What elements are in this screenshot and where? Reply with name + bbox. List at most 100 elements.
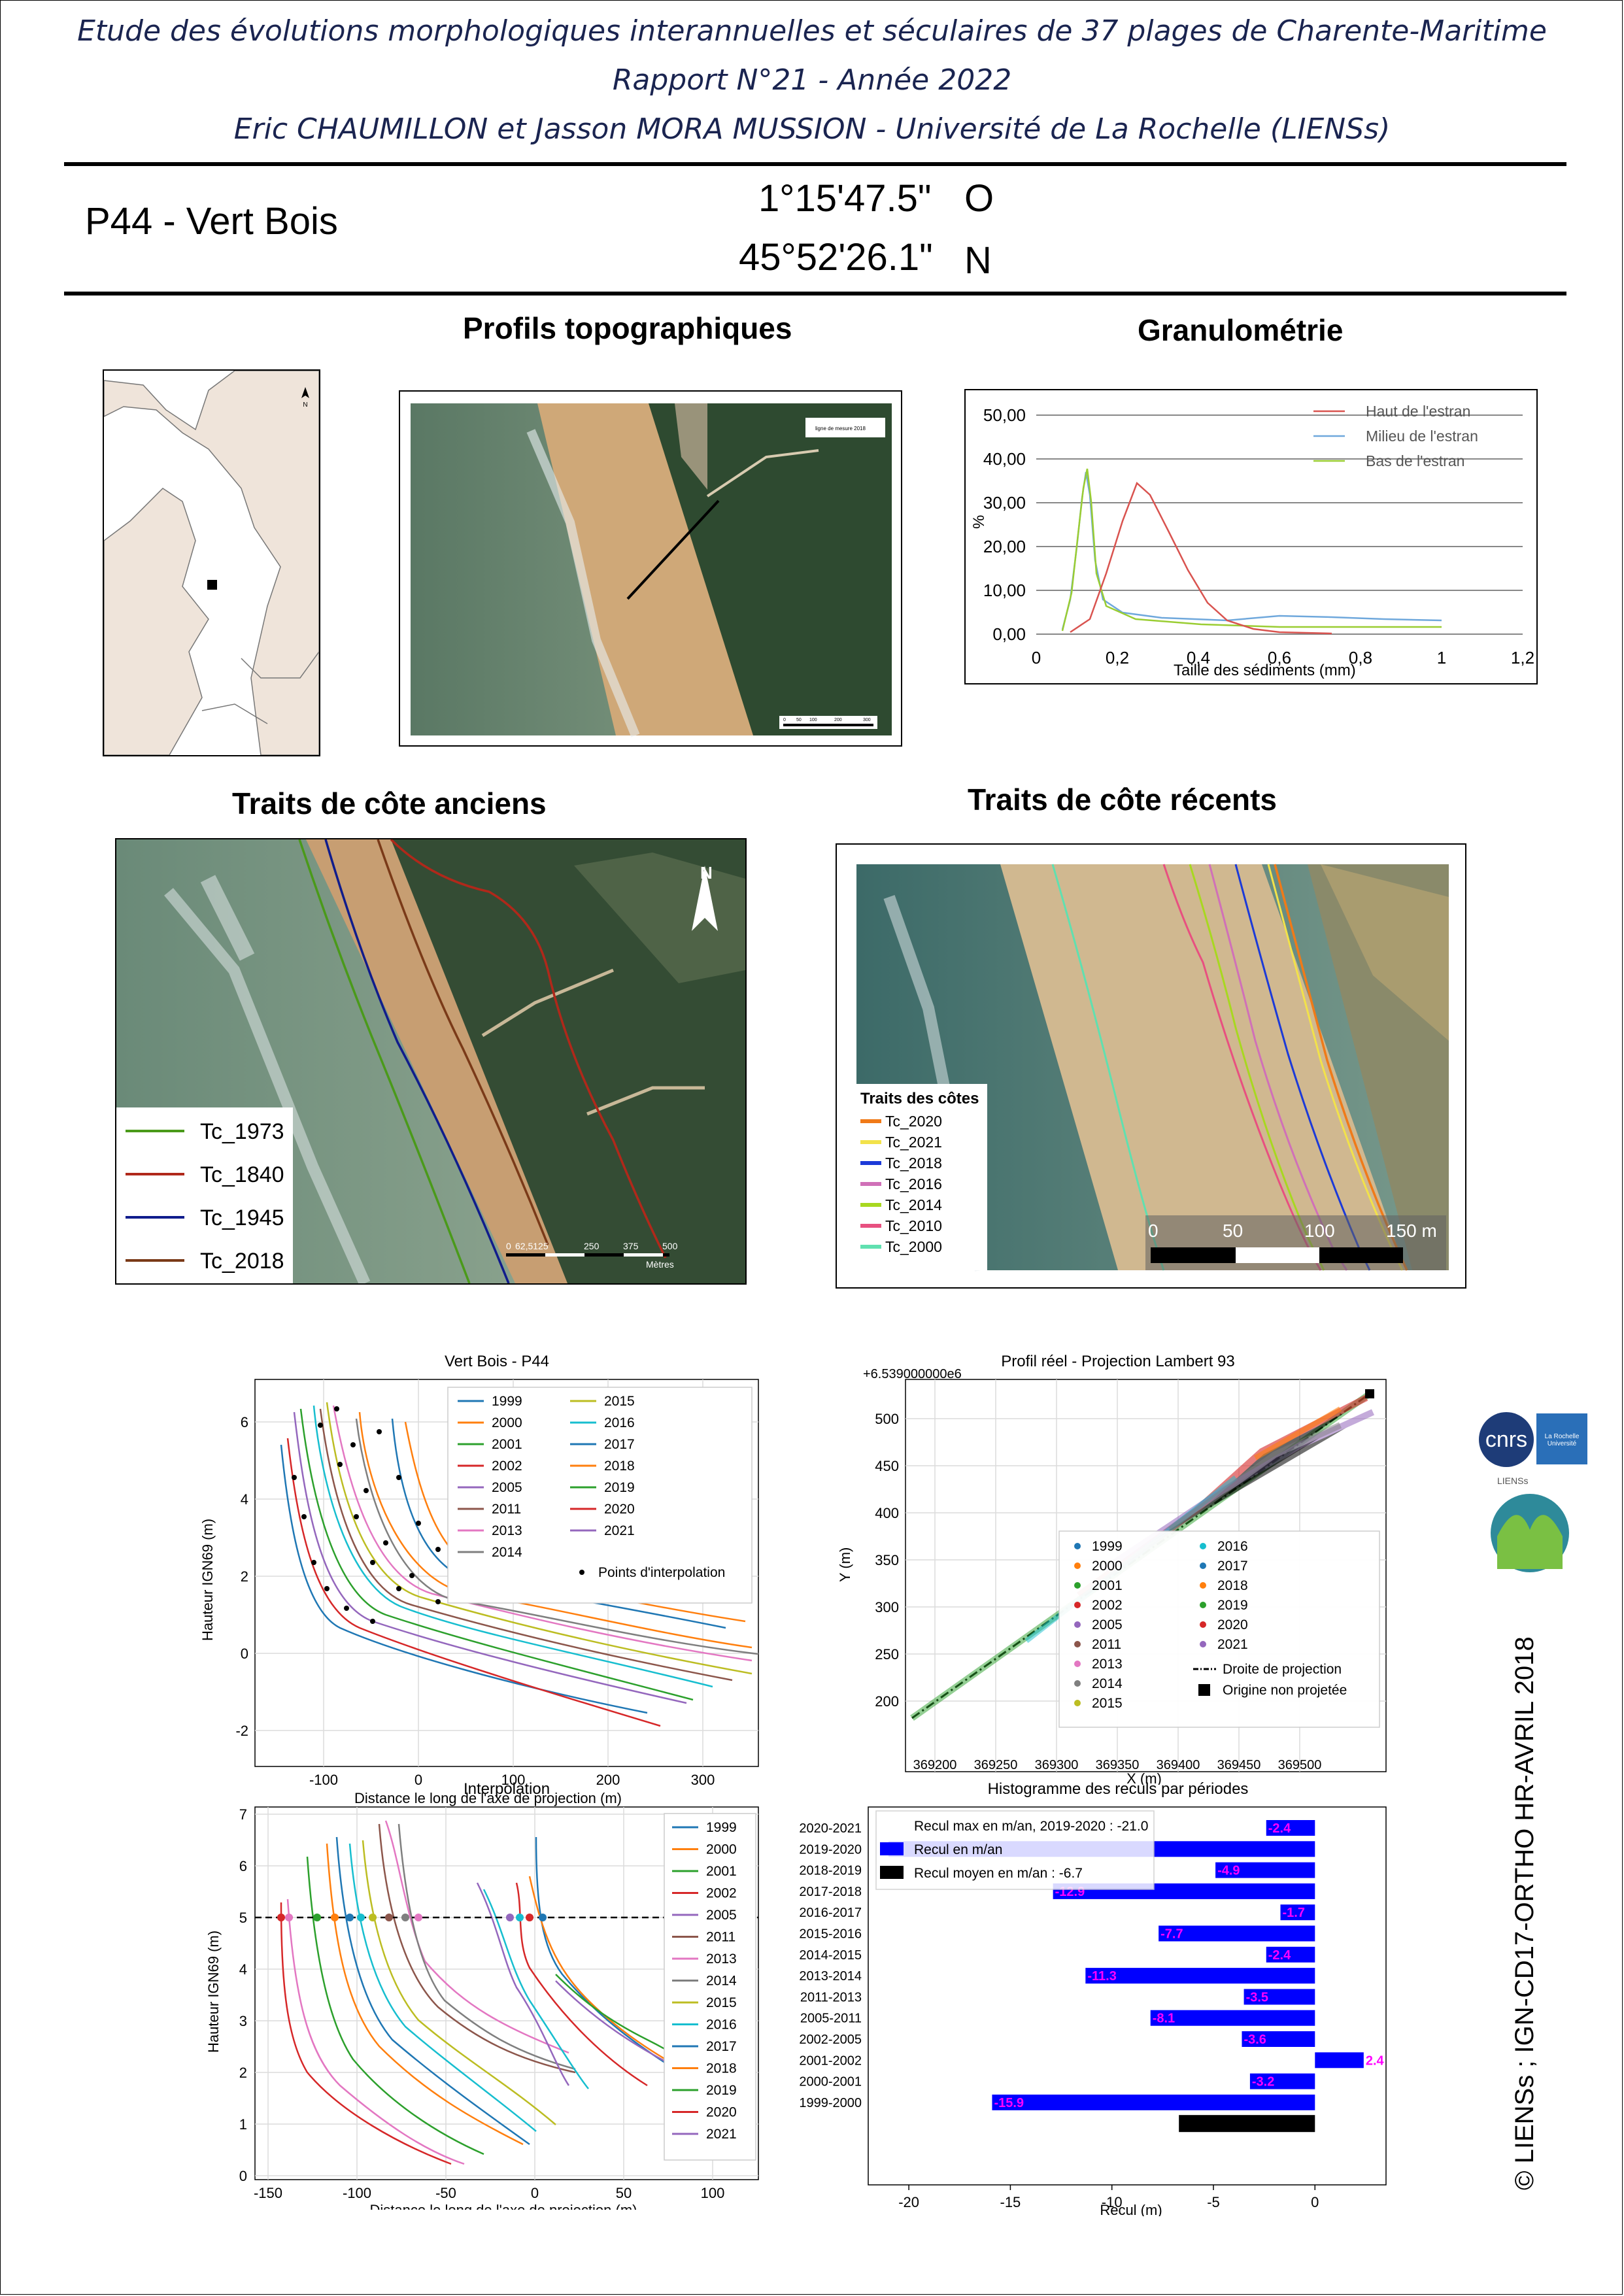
report-authors: Eric CHAUMILLON et Jasson MORA MUSSION -… [233,112,1391,146]
anciens-map: N Tc_1973 Tc_1840 Tc_1945 Tc_2018 0 62,5… [115,838,747,1286]
report-number: Rapport N°21 - Année 2022 [612,63,1012,97]
granulo-ytick: 0,00 [992,624,1026,644]
granulo-ytick: 10,00 [983,581,1026,600]
profil-legend-points: Points d'interpolation [598,1565,725,1580]
recul-bar-label: -8.1 [1153,2012,1175,2026]
recul-xtick: -10 [1102,2194,1123,2210]
section-title-profils: Profils topographiques [463,311,792,345]
anciens-scale-3: 375 [623,1241,639,1251]
lambert-xtick: 369400 [1157,1758,1200,1772]
lambert-legend-marker [1074,1700,1081,1706]
site-longitude: 1°15'47.5" [758,177,932,220]
lambert-legend-marker [1200,1621,1206,1628]
recents-scale-0: 0 [1148,1221,1159,1241]
lambert-legend-marker [1074,1582,1081,1589]
lambert-legend-item: 2018 [1217,1578,1248,1593]
profil-legend-item: 2020 [604,1502,635,1517]
granulo-series-haut [1070,481,1332,635]
lambert-ylabel: Y (m) [837,1547,853,1582]
interp-chart: Interpolation -150 -100 -50 0 50 100 0 1… [205,1780,759,2210]
recents-legend-2021: Tc_2021 [885,1134,942,1151]
recul-bar [1242,2031,1315,2047]
lambert-legend-marker [1200,1543,1206,1549]
profil-legend-item: 2001 [492,1437,522,1452]
interp-legend-item: 2021 [706,2127,737,2142]
recents-legend-2014: Tc_2014 [885,1196,942,1213]
interp-legend-item: 2018 [706,2061,737,2076]
profil-chart-title: Vert Bois - P44 [445,1353,549,1370]
interp-ytick: 5 [239,1910,247,1926]
profil-xtick: 0 [414,1772,422,1785]
photo-scale-2: 100 [809,718,817,722]
interp-xtick: -100 [343,2185,371,2201]
recents-line-2018 [1234,864,1371,1271]
recents-scale-2: 100 [1304,1221,1335,1241]
profil-ytick: 6 [241,1414,248,1430]
lambert-legend-marker [1074,1602,1081,1608]
lambert-xtick: 369200 [913,1758,957,1772]
lambert-chart: Profil réel - Projection Lambert 93 +6.5… [837,1353,1387,1785]
recul-category: 2005-2011 [800,2012,862,2026]
lambert-legend-marker [1200,1602,1206,1608]
lambert-legend-origine: Origine non projetée [1223,1683,1347,1698]
anciens-line-1945 [324,839,510,1284]
recul-xtick: -20 [898,2194,919,2210]
recul-bar-label: -1.7 [1282,1906,1304,1920]
interp-ytick: 1 [239,2116,247,2133]
granulo-xtick: 0,6 [1268,648,1291,667]
site-latitude-dir: N [964,239,992,282]
recul-bar [1150,2010,1315,2026]
profil-xtick: 100 [501,1772,526,1785]
recul-xtick: 0 [1311,2194,1319,2210]
recul-category: 2011-2013 [800,1990,862,2004]
recul-category: 2018-2019 [799,1864,862,1878]
granulo-ytick: 30,00 [983,493,1026,513]
granulo-xtick: 0,8 [1349,648,1372,667]
profil-legend-item: 1999 [492,1394,522,1409]
recul-bar [1266,1820,1315,1836]
lambert-legend-marker [1074,1680,1081,1687]
credits: © LIENSs ; IGN-CD17-ORTHO HR-AVRIL 2018 [1510,1636,1539,2190]
profil-legend-item: 2015 [604,1394,635,1409]
profil-xtick: 300 [691,1772,715,1785]
lambert-legend-marker [1200,1562,1206,1569]
recul-category: 2014-2015 [799,1948,862,1963]
interp-legend-item: 2005 [706,1908,737,1923]
photo-scale-1: 50 [796,718,802,722]
interp-legend-item: 2001 [706,1864,737,1879]
anciens-scale-0: 0 [506,1241,511,1251]
interp-xtick: 100 [701,2185,725,2201]
lambert-legend-item: 2001 [1092,1578,1123,1593]
anciens-scale-1: 62,5125 [515,1241,549,1251]
profil-legend-item: 2019 [604,1480,635,1495]
profils-photo-frame: ligne de mesure 2018 0 50 100 200 300 [399,390,902,747]
anciens-scale-unit: Mètres [646,1259,674,1270]
photo-scale-4: 300 [863,718,871,722]
lambert-legend-marker [1200,1582,1206,1589]
granulo-chart: 50,00 40,00 30,00 20,00 10,00 0,00 0 0,2… [964,389,1538,684]
interp-xlabel: Distance le long de l'axe de projection … [370,2202,637,2210]
lambert-xtick: 369450 [1217,1758,1261,1772]
lambert-legend-item: 2015 [1092,1696,1123,1711]
header-rule [64,162,1566,166]
recul-bar-label: -2.4 [1268,1948,1291,1963]
interp-xtick: -150 [254,2185,282,2201]
profil-legend-item: 2021 [604,1523,635,1538]
profil-legend-points-marker [579,1570,584,1575]
profil-ytick: 0 [241,1646,248,1662]
recul-legend-max: Recul max en m/an, 2019-2020 : -21.0 [914,1819,1148,1834]
lambert-legend-item: 2016 [1217,1539,1248,1554]
lambert-legend-marker [1074,1641,1081,1647]
interp-legend-item: 2016 [706,2017,737,2033]
recul-bar [1266,1946,1315,1963]
recul-bar-label: -2.4 [1268,1821,1291,1836]
anciens-legend-1973: Tc_1973 [200,1119,284,1144]
site-name: P44 - Vert Bois [85,200,338,243]
recents-line-2021 [1267,864,1404,1271]
granulo-xtick: 0 [1032,648,1041,667]
profils-photo-legend: ligne de mesure 2018 [815,426,866,431]
interp-ytick: 4 [239,1961,247,1978]
recul-bar [1085,1968,1315,1984]
interp-legend-item: 2002 [706,1886,737,1901]
